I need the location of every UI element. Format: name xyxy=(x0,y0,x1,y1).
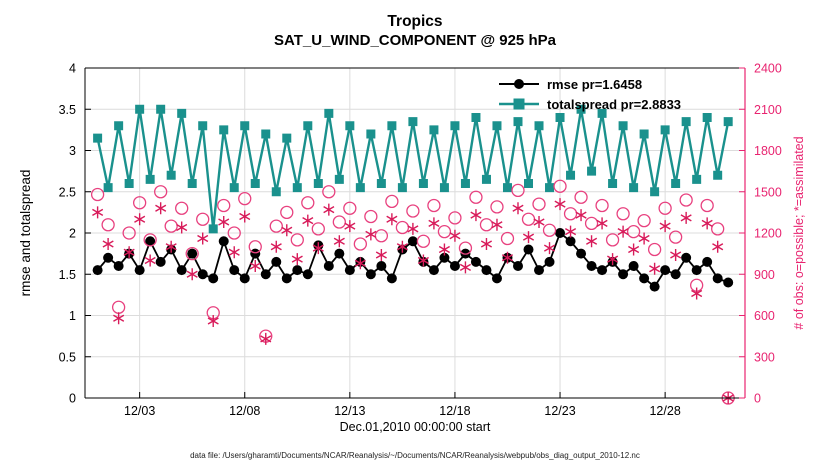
y-left-tick-label: 0 xyxy=(69,392,76,406)
data-file-caption: data file: /Users/gharamti/Documents/NCA… xyxy=(190,451,640,460)
y-left-tick-label: 2.5 xyxy=(59,185,76,199)
x-tick-label: 12/03 xyxy=(124,404,155,418)
legend-item-rmse: rmse pr=1.6458 xyxy=(498,76,681,92)
y-right-tick-label: 600 xyxy=(754,309,775,323)
obs-assimilated-series xyxy=(92,198,734,404)
y-axis-label-left: rmse and totalspread xyxy=(18,169,33,297)
x-tick-label: 12/28 xyxy=(649,404,680,418)
y-left-tick-label: 3 xyxy=(69,144,76,158)
y-right-tick-label: 1800 xyxy=(754,144,782,158)
y-left-tick-label: 2 xyxy=(69,227,76,241)
chart-subtitle: SAT_U_WIND_COMPONENT @ 925 hPa xyxy=(274,32,556,49)
y-right-tick-label: 2100 xyxy=(754,103,782,117)
obs-possible-series xyxy=(90,179,735,405)
x-tick-label: 12/23 xyxy=(544,404,575,418)
x-tick-label: 12/08 xyxy=(229,404,260,418)
x-axis-label: Dec.01,2010 00:00:00 start xyxy=(339,420,491,434)
y-right-tick-label: 0 xyxy=(754,392,761,406)
y-left-tick-label: 4 xyxy=(69,62,76,76)
totalspread-series xyxy=(93,104,733,234)
y-left-tick-label: 0.5 xyxy=(59,350,76,364)
legend-item-totalspread: totalspread pr=2.8833 xyxy=(498,96,681,112)
y-left-tick-label: 3.5 xyxy=(59,103,76,117)
y-left-tick-label: 1.5 xyxy=(59,268,76,282)
y-left-tick-label: 1 xyxy=(69,309,76,323)
chart-title: Tropics xyxy=(387,13,443,30)
y-right-tick-label: 900 xyxy=(754,268,775,282)
legend-label-totalspread: totalspread pr=2.8833 xyxy=(547,96,682,112)
y-right-tick-label: 1500 xyxy=(754,185,782,199)
legend: rmse pr=1.6458 totalspread pr=2.8833 xyxy=(498,76,681,112)
y-right-tick-label: 300 xyxy=(754,350,775,364)
x-tick-label: 12/13 xyxy=(334,404,365,418)
x-tick-label: 12/18 xyxy=(439,404,470,418)
totalspread-legend-marker-icon xyxy=(499,98,539,110)
rmse-series xyxy=(92,228,734,292)
legend-label-rmse: rmse pr=1.6458 xyxy=(547,76,643,92)
rmse-legend-marker-icon xyxy=(499,79,539,89)
axis-ticks-and-labels: 0 0.5 1 1.5 2 2.5 3 3.5 4 0 300 600 900 1200 1500 1800 2… xyxy=(59,62,782,419)
y-right-tick-label: 2400 xyxy=(754,62,782,76)
y-axis-label-right: # of obs: o=possible; *=assimilated xyxy=(792,136,806,330)
y-right-tick-label: 1200 xyxy=(754,227,782,241)
